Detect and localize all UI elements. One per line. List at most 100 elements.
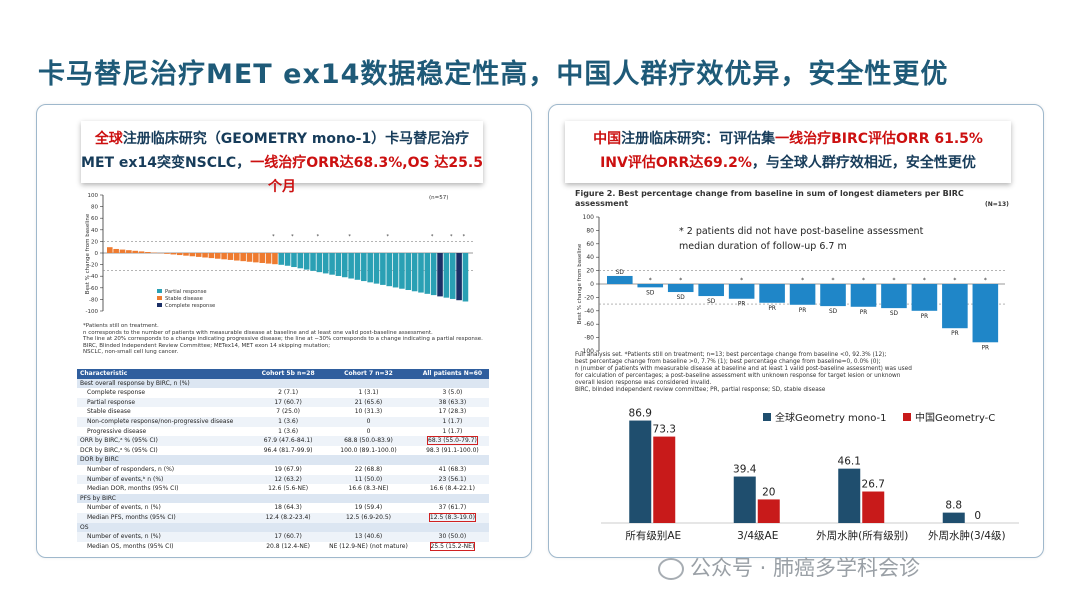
waterfall-bar [335,253,342,276]
table-cell: Best overall response by BIRC, n (%) [77,378,256,389]
table-cell: Median DOR, months (95% CI) [87,485,179,493]
table-cell: 0 [321,416,416,427]
table-row: Complete response 2 (7.1) 1 (3.1) 3 (5.0) [77,388,489,398]
waterfall-bar [284,253,291,266]
data-label: 46.1 [838,456,861,468]
table-row: Number of events, n (%) 17 (60.7) 13 (40.6… [77,532,489,542]
data-label: 86.9 [629,408,652,420]
right-header-red2: 一线治疗BIRC评估ORR 61.5% [775,131,983,147]
legend-swatch [157,296,162,300]
legend-swatch [903,413,911,421]
table-cell: Stable disease [87,408,131,416]
response-label: PR [768,306,776,312]
table-cell: 1 (1.7) [442,427,463,435]
table-cell [415,378,489,389]
waterfall-bar [418,253,424,293]
bar-1 [862,491,885,523]
waterfall-bar [278,253,285,265]
left-header: 全球注册临床研究（GEOMETRY mono-1）卡马替尼治疗 MET ex14… [81,121,483,195]
response-label: SD [707,299,716,305]
waterfall-bar [443,253,450,298]
table-cell: 1 (3.6) [255,416,322,427]
legend-swatch [763,413,771,421]
right-header-line2-rest: ，与全球人群疗效相近，安全性更优 [751,155,976,171]
bar-0 [629,420,652,523]
n-label: (n=57) [429,195,448,201]
table-cell [255,493,322,504]
table-cell [255,455,322,465]
y-tick-label: -40 [89,274,98,280]
table-cell: 3 (5.0) [442,389,463,397]
table-cell: 68.3 (55.0-79.7) [415,436,489,446]
waterfall-bar [424,253,431,294]
table-row: OS [77,522,489,533]
waterfall-bar [399,253,405,289]
waterfall-bar [265,253,272,264]
table-cell: 2 (7.1) [278,389,299,397]
footnote-line: best percentage change from baseline >0,… [575,359,881,365]
y-tick-label: 20 [586,268,594,275]
ongoing-star: * [740,277,743,284]
table-row: Number of events, n (%) 18 (64.3) 19 (59.4… [77,503,489,513]
waterfall-bar [373,253,380,284]
table-row: Number of events,ᵇ n (%) 12 (63.2) 11 (50.… [77,474,489,485]
table-cell: 16.6 (8.3-NE) [348,485,389,493]
left-panel: 全球注册临床研究（GEOMETRY mono-1）卡马替尼治疗 MET ex14… [36,104,532,558]
watermark-text: 公众号 · 肺癌多学科会诊 [690,556,921,580]
waterfall-bar [208,253,215,259]
waterfall-bar [310,253,316,271]
table-cell: NE (12.9-NE) (not mature) [329,542,408,550]
table-cell: 16.6 (8.4-22.1) [429,485,475,493]
watermark: 公众号 · 肺癌多学科会诊 [658,552,920,582]
table-cell: OS [77,522,256,533]
ongoing-star: * [386,234,389,240]
legend-label: Partial response [165,289,207,295]
response-label: PR [799,308,807,314]
table-cell: 41 (68.3) [438,465,467,473]
table-header-row: Characteristic Cohort 5b n=28 Cohort 7 n=3… [77,369,489,379]
results-table: Characteristic Cohort 5b n=28 Cohort 7 n=3… [77,369,489,551]
table-cell: 67.9 (47.6-84.1) [255,436,322,446]
footnote-line: *Patients still on treatment. [83,323,159,329]
table-cell [255,378,322,389]
waterfall-bar [329,253,335,275]
waterfall-bar [449,253,456,299]
wechat-icon [658,558,684,580]
waterfall-bar [367,253,373,283]
y-tick-label: -20 [89,263,98,269]
y-tick-label: -20 [584,294,594,301]
response-label: SD [677,295,686,301]
table-cell: 12.5 (6.9-20.5) [321,512,416,523]
table-cell: 68.8 (50.0-83.9) [321,436,416,446]
table-header-cell: All patients N=60 [415,369,489,379]
table-cell: 22 (68.8) [354,465,383,473]
waterfall-bar [789,284,816,305]
bar-1 [757,499,780,523]
response-label: PR [921,314,929,320]
waterfall-bar [259,253,266,263]
legend-swatch [157,289,162,293]
ongoing-star: * [450,234,453,240]
waterfall-bar [728,284,755,299]
table-row: ORR by BIRC,ᵃ % (95% CI) 67.9 (47.6-84.1)… [77,436,489,446]
y-tick-label: -100 [86,309,99,315]
y-tick-label: 0 [95,251,99,257]
waterfall-bar [354,253,361,280]
waterfall-bar [195,253,202,257]
table-cell: 17 (60.7) [255,532,322,542]
table-cell: 20.8 (12.4-NE) [266,542,310,550]
table-cell: 98.3 (91.1-100.0) [426,446,479,454]
waterfall-bar [607,275,633,284]
waterfall-bar [189,253,196,257]
waterfall-bar [348,253,354,279]
table-cell: 0 [366,427,371,435]
legend-label: 全球Geometry mono-1 [775,411,887,424]
waterfall-bar [341,253,348,278]
ongoing-star: * [953,277,956,284]
waterfall-bar [138,251,145,253]
waterfall-bar [637,284,664,288]
table-cell: 12.4 (8.2-23.4) [255,512,322,523]
table-cell: DCR by BIRC,ᵃ % (95% CI) [80,446,158,454]
table-cell: 37 (61.7) [438,504,467,512]
table-cell: 19 (67.9) [274,465,302,473]
